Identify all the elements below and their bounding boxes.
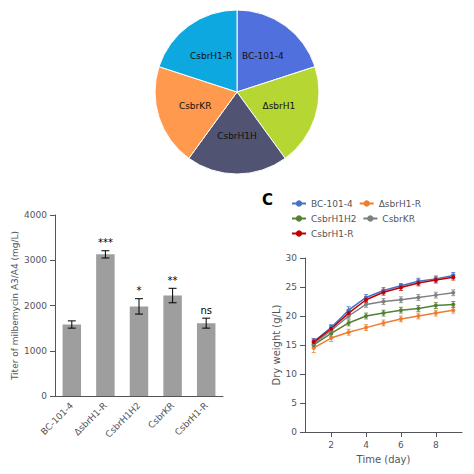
svg-text:2: 2 [328,440,334,450]
svg-text:CsbrH1H: CsbrH1H [217,131,257,141]
svg-text:25: 25 [286,282,297,292]
svg-text:ΔsbrH1-R: ΔsbrH1-R [379,199,421,209]
svg-text:***: *** [98,237,113,248]
svg-text:8: 8 [433,440,439,450]
svg-text:Titer of milbemycin A3/A4 (mg/: Titer of milbemycin A3/A4 (mg/L) [10,231,20,381]
svg-text:CsbrH1H2: CsbrH1H2 [311,214,356,224]
svg-text:6: 6 [398,440,404,450]
svg-text:2000: 2000 [24,301,47,311]
svg-text:BC-101-4: BC-101-4 [39,400,76,437]
svg-text:10: 10 [286,369,298,379]
svg-text:Time (day): Time (day) [356,454,411,465]
svg-text:CsbrH1-R: CsbrH1-R [173,400,210,437]
svg-text:BC-101-4: BC-101-4 [242,51,284,61]
svg-text:*: * [137,285,142,296]
svg-text:C: C [262,191,273,209]
svg-text:CsbrKR: CsbrKR [382,214,415,224]
svg-text:CsbrKR: CsbrKR [146,400,176,430]
svg-text:CsbrH1H2: CsbrH1H2 [103,400,142,439]
svg-text:ΔsbrH1: ΔsbrH1 [262,101,295,111]
svg-text:**: ** [168,275,178,286]
svg-text:4: 4 [363,440,369,450]
svg-text:CsbrH1-R: CsbrH1-R [190,51,232,61]
svg-text:0: 0 [291,427,297,437]
svg-text:3000: 3000 [24,255,47,265]
svg-text:CsbrH1-R: CsbrH1-R [311,229,353,239]
svg-text:BC-101-4: BC-101-4 [311,199,353,209]
svg-text:30: 30 [286,253,298,263]
svg-text:5: 5 [291,398,297,408]
svg-text:1000: 1000 [24,346,47,356]
svg-text:20: 20 [286,311,298,321]
svg-text:15: 15 [286,340,297,350]
svg-text:4000: 4000 [24,210,47,220]
svg-text:Dry weight (g/L): Dry weight (g/L) [271,304,282,385]
svg-text:0: 0 [41,391,47,401]
svg-text:CsbrKR: CsbrKR [179,101,212,111]
svg-text:ns: ns [200,305,212,316]
svg-text:ΔsbrH1-R: ΔsbrH1-R [72,400,109,438]
